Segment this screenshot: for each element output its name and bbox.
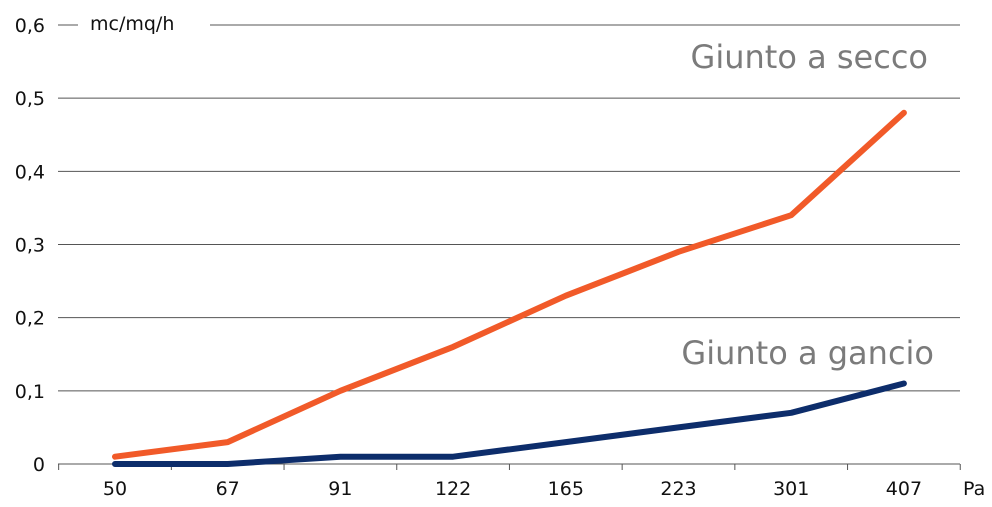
data-point	[112, 461, 118, 467]
x-tick-label: 67	[216, 478, 240, 500]
data-point	[563, 293, 569, 299]
series-line-1	[112, 380, 907, 467]
series-line-0	[112, 109, 907, 460]
x-tick-label: 122	[435, 478, 471, 500]
data-point	[337, 454, 343, 460]
series-label-gancio: Giunto a gancio	[681, 334, 934, 372]
x-tick-label: 50	[103, 478, 127, 500]
x-axis-label: Pa	[963, 478, 985, 500]
x-tick-label: 91	[328, 478, 352, 500]
data-point	[225, 439, 231, 445]
y-tick-label: 0,6	[15, 15, 45, 37]
series-lines	[112, 109, 907, 467]
y-axis-label: mc/mq/h	[90, 13, 174, 35]
x-tick-label: 301	[773, 478, 809, 500]
data-point	[788, 410, 794, 416]
y-tick-label: 0,3	[15, 235, 45, 257]
x-tick-label: 407	[886, 478, 922, 500]
data-point	[337, 388, 343, 394]
y-tick-labels: 0 0,1 0,2 0,3 0,4 0,5 0,6	[15, 15, 45, 476]
data-point	[563, 439, 569, 445]
y-tick-label: 0,5	[15, 88, 45, 110]
data-point	[225, 461, 231, 467]
data-point	[901, 380, 907, 387]
y-tick-label: 0,1	[15, 381, 45, 403]
data-point	[112, 454, 118, 460]
x-tick-label: 165	[548, 478, 584, 500]
y-axis-label-background	[78, 10, 210, 40]
series-label-secco: Giunto a secco	[691, 38, 928, 76]
data-point	[450, 454, 456, 460]
x-tick-labels: 50 67 91 122 165 223 301 407	[103, 478, 922, 500]
y-tick-label: 0,4	[15, 161, 45, 183]
data-point	[675, 424, 682, 431]
x-tick-label: 223	[660, 478, 696, 500]
data-point	[450, 344, 456, 350]
y-tick-label: 0	[33, 454, 45, 476]
y-tick-label: 0,2	[15, 308, 45, 330]
data-point	[788, 212, 794, 218]
data-point	[675, 249, 682, 255]
data-point	[901, 110, 907, 116]
